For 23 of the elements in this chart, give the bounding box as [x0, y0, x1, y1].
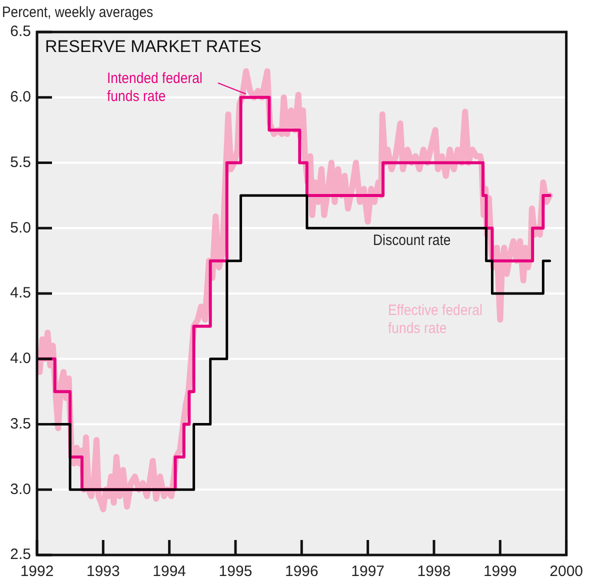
y-tick-label: 3.5 [10, 415, 31, 432]
x-tick-label: 1998 [417, 563, 451, 580]
x-tick-label: 1997 [351, 563, 385, 580]
y-tick-label: 4.0 [10, 350, 31, 368]
x-tick-label: 1995 [218, 563, 252, 580]
x-tick-label: 1999 [483, 563, 517, 580]
y-tick-label: 5.0 [10, 219, 31, 236]
y-tick-label: 2.5 [10, 546, 31, 564]
x-tick-label: 2000 [550, 563, 584, 580]
chart-title: RESERVE MARKET RATES [45, 37, 262, 57]
legend-label: Intended federal funds rate [107, 70, 204, 106]
series-label: Discount rate [373, 232, 452, 250]
y-tick-label: 3.0 [10, 480, 31, 498]
y-axis-title: Percent, weekly averages [2, 4, 154, 21]
x-tick-label: 1992 [20, 563, 54, 580]
y-tick-label: 5.5 [10, 154, 31, 171]
y-tick-label: 4.5 [10, 284, 31, 302]
x-tick-label: 1993 [86, 563, 120, 580]
x-tick-label: 1996 [284, 563, 318, 580]
x-tick-label: 1994 [152, 563, 186, 580]
series-label: Effective federal funds rate [388, 302, 484, 338]
y-tick-label: 6.0 [10, 88, 31, 106]
y-tick-label: 6.5 [10, 23, 31, 40]
